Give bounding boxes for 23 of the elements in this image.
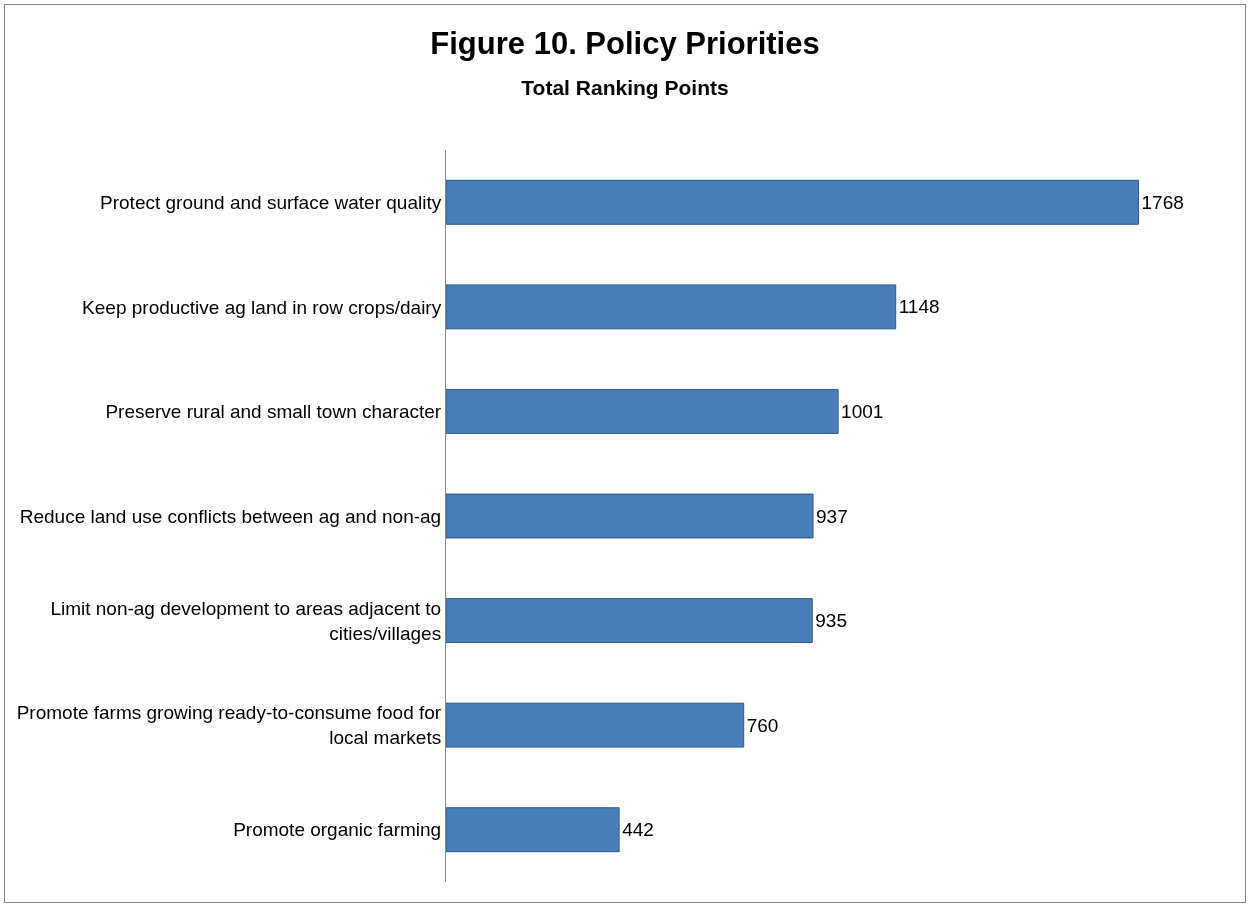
y-tick-label: Protect ground and surface water quality — [100, 191, 442, 213]
y-tick-label: Promote organic farming — [233, 819, 442, 841]
y-tick-label: Promote farms growing ready-to-consume food for local markets — [16, 702, 442, 749]
bar — [446, 388, 839, 434]
data-label: 1768 — [1141, 191, 1184, 213]
bar — [446, 598, 813, 644]
y-tick-label: Limit non-ag development to areas adjacent to cities/villages — [50, 597, 442, 644]
chart-subtitle: Total Ranking Points — [521, 75, 729, 99]
data-label: 442 — [622, 819, 654, 841]
data-label: 935 — [815, 610, 847, 632]
data-label: 1001 — [841, 400, 884, 422]
y-tick-label: Reduce land use conflicts between ag and non-ag — [19, 505, 442, 527]
chart-title: Figure 10. Policy Priorities — [430, 26, 820, 62]
bar — [446, 807, 620, 853]
data-label: 937 — [816, 505, 848, 527]
bar — [446, 493, 814, 539]
bar — [446, 702, 745, 748]
y-tick-label: Keep productive ag land in row crops/dairy — [82, 296, 442, 318]
data-label: 760 — [746, 714, 779, 736]
data-label: 1148 — [898, 296, 940, 318]
y-tick-label: Preserve rural and small town character — [105, 401, 442, 423]
bar — [446, 284, 897, 330]
bar — [446, 179, 1140, 225]
